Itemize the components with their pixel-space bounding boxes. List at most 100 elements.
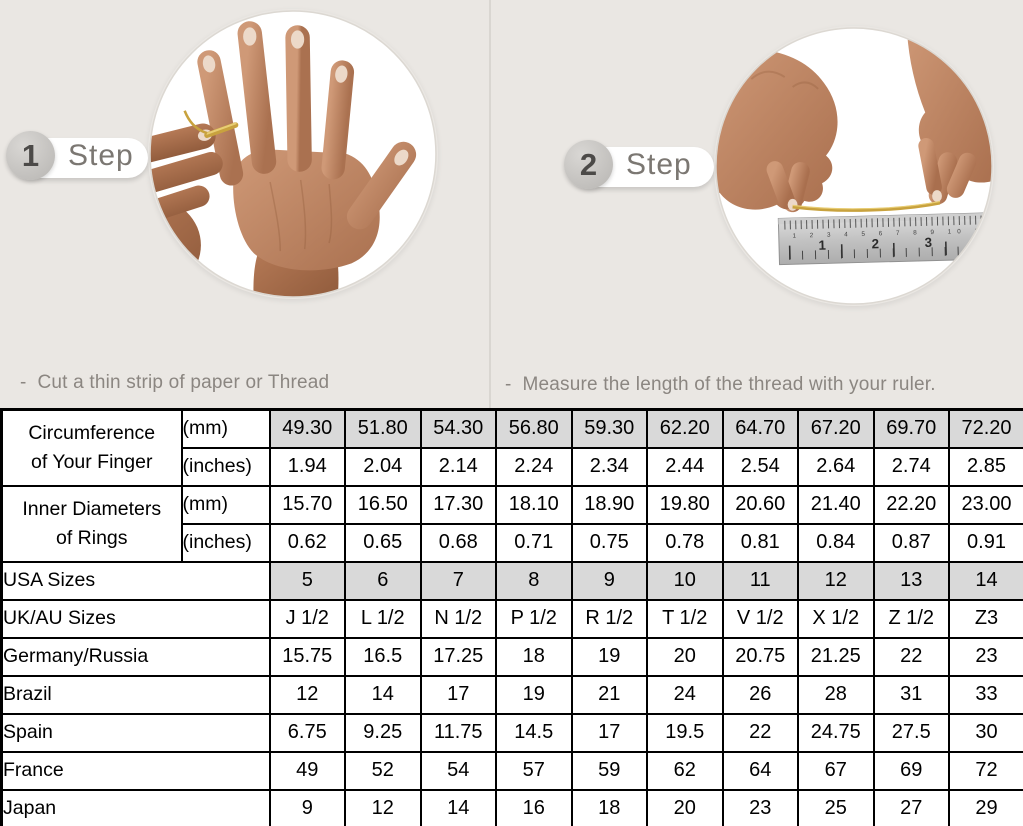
size-value-cell: 64: [721, 750, 799, 791]
table-row-germany-russia: Germany/Russia 15.75 16.5 17.25 18 19 20 20.75…: [0, 636, 1023, 677]
size-value-cell: 2.74: [872, 446, 950, 487]
step2-number: 2: [564, 140, 613, 189]
size-value-cell: 19: [495, 674, 573, 715]
size-value-cell: 25: [797, 788, 875, 826]
size-value-cell: 62.20: [646, 408, 724, 449]
size-value-cell: 2.04: [344, 446, 422, 487]
size-value-cell: 6.75: [268, 712, 346, 753]
size-value-cell: 20: [646, 636, 724, 677]
size-value-cell: 0.78: [646, 522, 724, 563]
ruler-number-3: 3: [924, 235, 932, 250]
size-value-cell: N 1/2: [419, 598, 497, 639]
unit-label: (mm): [180, 408, 271, 449]
size-value-cell: R 1/2: [570, 598, 648, 639]
size-value-cell: X 1/2: [797, 598, 875, 639]
size-value-cell: 59.30: [570, 408, 648, 449]
size-value-cell: 24.75: [797, 712, 875, 753]
size-value-cell: 69.70: [872, 408, 950, 449]
size-value-cell: 0.84: [797, 522, 875, 563]
size-value-cell: 18: [570, 788, 648, 826]
size-value-cell: Z 1/2: [872, 598, 950, 639]
size-value-cell: 17.25: [419, 636, 497, 677]
size-value-cell: 2.44: [646, 446, 724, 487]
table-row-france: France 49 52 54 57 59 62 64 67 69 72: [0, 750, 1023, 791]
size-value-cell: 22: [721, 712, 799, 753]
step2-badge: 2 Step: [564, 140, 714, 190]
size-value-cell: 0.68: [419, 522, 497, 563]
size-value-cell: 72: [948, 750, 1023, 791]
size-value-cell: 18.10: [495, 484, 573, 525]
size-value-cell: 11.75: [419, 712, 497, 753]
size-value-cell: 16.5: [344, 636, 422, 677]
size-value-cell: 62: [646, 750, 724, 791]
size-value-cell: 56.80: [495, 408, 573, 449]
size-value-cell: 23: [948, 636, 1023, 677]
size-value-cell: 0.65: [344, 522, 422, 563]
size-value-cell: 0.91: [948, 522, 1023, 563]
table-row-circumference-mm: Circumference of Your Finger (mm) 49.30 5…: [0, 408, 1023, 487]
table-row-japan: Japan 9 12 14 16 18 20 23 25 27 29: [0, 788, 1023, 826]
size-value-cell: 59: [570, 750, 648, 791]
size-value-cell: 9.25: [344, 712, 422, 753]
row-label-inner-diameters: Inner Diameters of Rings: [0, 484, 183, 563]
gold-thread: [792, 200, 941, 212]
size-value-cell: 2.85: [948, 446, 1023, 487]
size-value-cell: 0.71: [495, 522, 573, 563]
table-row-diameter-mm: Inner Diameters of Rings (mm) 15.70 16.50…: [0, 484, 1023, 563]
size-value-cell: 2.34: [570, 446, 648, 487]
ruler-number-1: 1: [818, 238, 826, 253]
size-value-cell: 17: [419, 674, 497, 715]
ring-size-table-wrap: Circumference of Your Finger (mm) 49.30 5…: [0, 408, 1023, 826]
size-value-cell: 28: [797, 674, 875, 715]
size-value-cell: T 1/2: [646, 598, 724, 639]
size-value-cell: 19.80: [646, 484, 724, 525]
size-value-cell: 20: [646, 788, 724, 826]
row-label-circumference: Circumference of Your Finger: [0, 408, 183, 487]
size-value-cell: L 1/2: [344, 598, 422, 639]
size-value-cell: 33: [948, 674, 1023, 715]
size-value-cell: 0.62: [268, 522, 346, 563]
size-value-cell: 22: [872, 636, 950, 677]
size-value-cell: 31: [872, 674, 950, 715]
size-value-cell: 16: [495, 788, 573, 826]
thread-ruler-measurement-illustration: 1 2 3 4 5 6 7 8 9 10 11 1 2 3: [715, 27, 993, 305]
size-value-cell: V 1/2: [721, 598, 799, 639]
row-label-spain: Spain: [0, 712, 271, 753]
size-value-cell: 12: [268, 674, 346, 715]
row-label-brazil: Brazil: [0, 674, 271, 715]
size-value-cell: 49.30: [268, 408, 346, 449]
size-value-cell: 15.75: [268, 636, 346, 677]
size-value-cell: 14: [344, 674, 422, 715]
table-row-spain: Spain 6.75 9.25 11.75 14.5 17 19.5 22 24.75 27.5…: [0, 712, 1023, 753]
table-row-diameter-inches: (inches) 0.62 0.65 0.68 0.71 0.75 0.78 0.81 0.8…: [2, 522, 1023, 563]
size-value-cell: 10: [646, 560, 724, 601]
size-value-cell: 57: [495, 750, 573, 791]
size-value-cell: 20.60: [721, 484, 799, 525]
size-value-cell: 27: [872, 788, 950, 826]
size-value-cell: 14: [948, 560, 1023, 601]
step1-badge: 1 Step: [6, 131, 148, 181]
step1-label: Step: [68, 139, 134, 172]
size-value-cell: 29: [948, 788, 1023, 826]
gold-thread: [183, 110, 239, 138]
size-value-cell: 20.75: [721, 636, 799, 677]
size-value-cell: 9: [268, 788, 346, 826]
size-value-cell: P 1/2: [495, 598, 573, 639]
size-value-cell: 15.70: [268, 484, 346, 525]
ring-size-table: Circumference of Your Finger (mm) 49.30 5…: [0, 408, 1023, 826]
size-value-cell: 67.20: [797, 408, 875, 449]
size-value-cell: 17: [570, 712, 648, 753]
size-value-cell: 12: [344, 788, 422, 826]
size-value-cell: 21: [570, 674, 648, 715]
ruler-number-2: 2: [871, 236, 879, 251]
size-value-cell: J 1/2: [268, 598, 346, 639]
size-value-cell: 2.14: [419, 446, 497, 487]
size-value-cell: 8: [495, 560, 573, 601]
table-row-brazil: Brazil 12 14 17 19 21 24 26 28 31 33: [0, 674, 1023, 715]
size-value-cell: 18: [495, 636, 573, 677]
size-value-cell: 0.75: [570, 522, 648, 563]
size-value-cell: 21.25: [797, 636, 875, 677]
step1-number: 1: [6, 131, 55, 180]
size-value-cell: 24: [646, 674, 724, 715]
size-value-cell: Z3: [948, 598, 1023, 639]
